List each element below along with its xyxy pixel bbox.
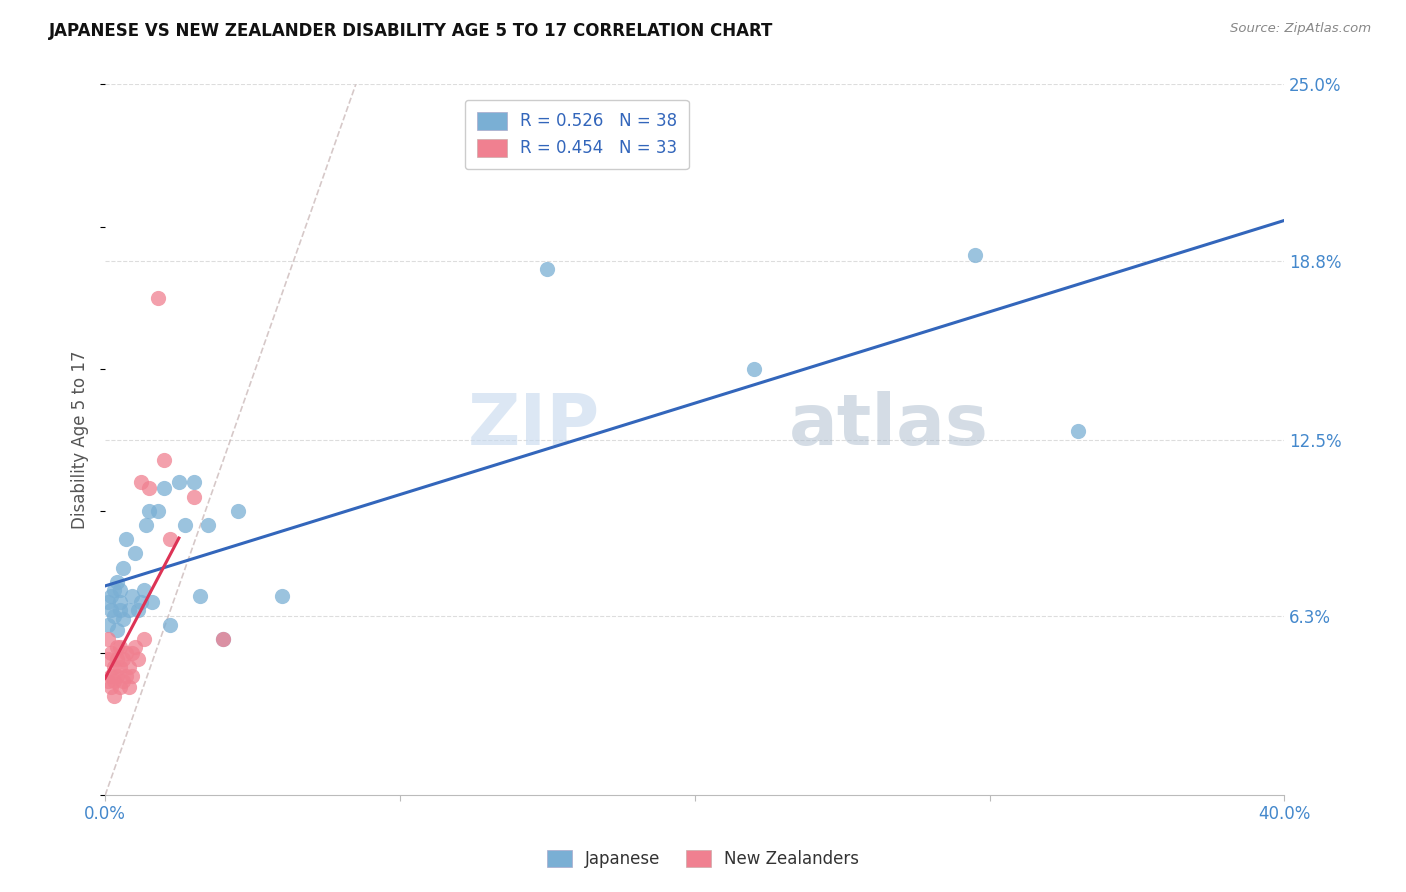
Point — [159, 533, 181, 547]
Text: ZIP: ZIP — [468, 391, 600, 460]
Point — [132, 583, 155, 598]
Text: JAPANESE VS NEW ZEALANDER DISABILITY AGE 5 TO 17 CORRELATION CHART: JAPANESE VS NEW ZEALANDER DISABILITY AGE… — [49, 22, 773, 40]
Point — [108, 603, 131, 617]
Point — [212, 632, 235, 646]
Point — [124, 640, 146, 655]
Point — [118, 603, 141, 617]
Point — [97, 674, 120, 689]
Text: atlas: atlas — [789, 391, 988, 460]
Point — [108, 595, 131, 609]
Point — [118, 660, 141, 674]
Point — [148, 504, 170, 518]
Point — [132, 632, 155, 646]
Point — [138, 504, 160, 518]
Point — [127, 651, 149, 665]
Point — [103, 689, 125, 703]
Point — [108, 640, 131, 655]
Point — [141, 595, 163, 609]
Point — [115, 533, 138, 547]
Point — [271, 589, 294, 603]
Point — [127, 603, 149, 617]
Point — [183, 490, 205, 504]
Point — [111, 674, 134, 689]
Point — [97, 617, 120, 632]
Point — [148, 291, 170, 305]
Point — [742, 361, 765, 376]
Point — [111, 651, 134, 665]
Point — [197, 518, 219, 533]
Point — [108, 680, 131, 694]
Point — [103, 583, 125, 598]
Point — [103, 660, 125, 674]
Point — [121, 646, 143, 660]
Point — [103, 609, 125, 624]
Point — [97, 595, 120, 609]
Point — [105, 668, 128, 682]
Point — [118, 680, 141, 694]
Point — [167, 475, 190, 490]
Point — [97, 651, 120, 665]
Point — [129, 475, 152, 490]
Point — [153, 452, 176, 467]
Point — [124, 546, 146, 560]
Point — [100, 589, 122, 603]
Point — [108, 660, 131, 674]
Point — [100, 668, 122, 682]
Point — [115, 646, 138, 660]
Point — [129, 595, 152, 609]
Point — [153, 481, 176, 495]
Point — [115, 668, 138, 682]
Point — [100, 646, 122, 660]
Point — [100, 680, 122, 694]
Point — [212, 632, 235, 646]
Legend: R = 0.526   N = 38, R = 0.454   N = 33: R = 0.526 N = 38, R = 0.454 N = 33 — [465, 100, 689, 169]
Point — [108, 583, 131, 598]
Point — [963, 248, 986, 262]
Point — [121, 668, 143, 682]
Point — [226, 504, 249, 518]
Point — [105, 640, 128, 655]
Point — [183, 475, 205, 490]
Point — [103, 674, 125, 689]
Legend: Japanese, New Zealanders: Japanese, New Zealanders — [540, 843, 866, 875]
Point — [105, 574, 128, 589]
Point — [121, 589, 143, 603]
Point — [97, 632, 120, 646]
Point — [173, 518, 195, 533]
Point — [105, 624, 128, 638]
Point — [111, 612, 134, 626]
Point — [100, 603, 122, 617]
Point — [135, 518, 157, 533]
Point — [536, 262, 558, 277]
Y-axis label: Disability Age 5 to 17: Disability Age 5 to 17 — [72, 351, 89, 529]
Point — [1067, 424, 1090, 438]
Point — [138, 481, 160, 495]
Point — [159, 617, 181, 632]
Point — [111, 560, 134, 574]
Text: Source: ZipAtlas.com: Source: ZipAtlas.com — [1230, 22, 1371, 36]
Point — [105, 651, 128, 665]
Point — [188, 589, 211, 603]
